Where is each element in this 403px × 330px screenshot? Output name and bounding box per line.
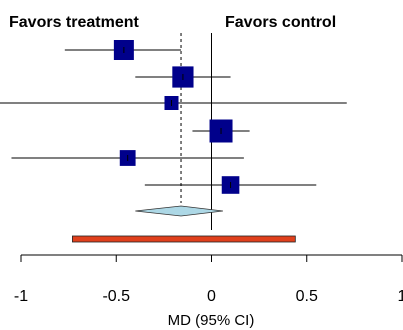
x-tick-label: -1 <box>14 288 28 305</box>
x-axis: -1 -0.5 0 0.5 1 <box>14 254 403 305</box>
plot-marks <box>0 33 347 243</box>
x-tick-label: 1 <box>398 288 403 305</box>
x-tick-label: -0.5 <box>102 288 130 305</box>
prediction-interval-bar <box>72 235 296 243</box>
header-favors-control: Favors control <box>225 14 336 31</box>
x-tick-label: 0.5 <box>296 288 318 305</box>
x-tick-label: 0 <box>207 288 216 305</box>
pooled-diamond <box>135 205 223 217</box>
x-axis-title: MD (95% CI) <box>168 312 255 329</box>
header-favors-treatment: Favors treatment <box>9 14 139 31</box>
